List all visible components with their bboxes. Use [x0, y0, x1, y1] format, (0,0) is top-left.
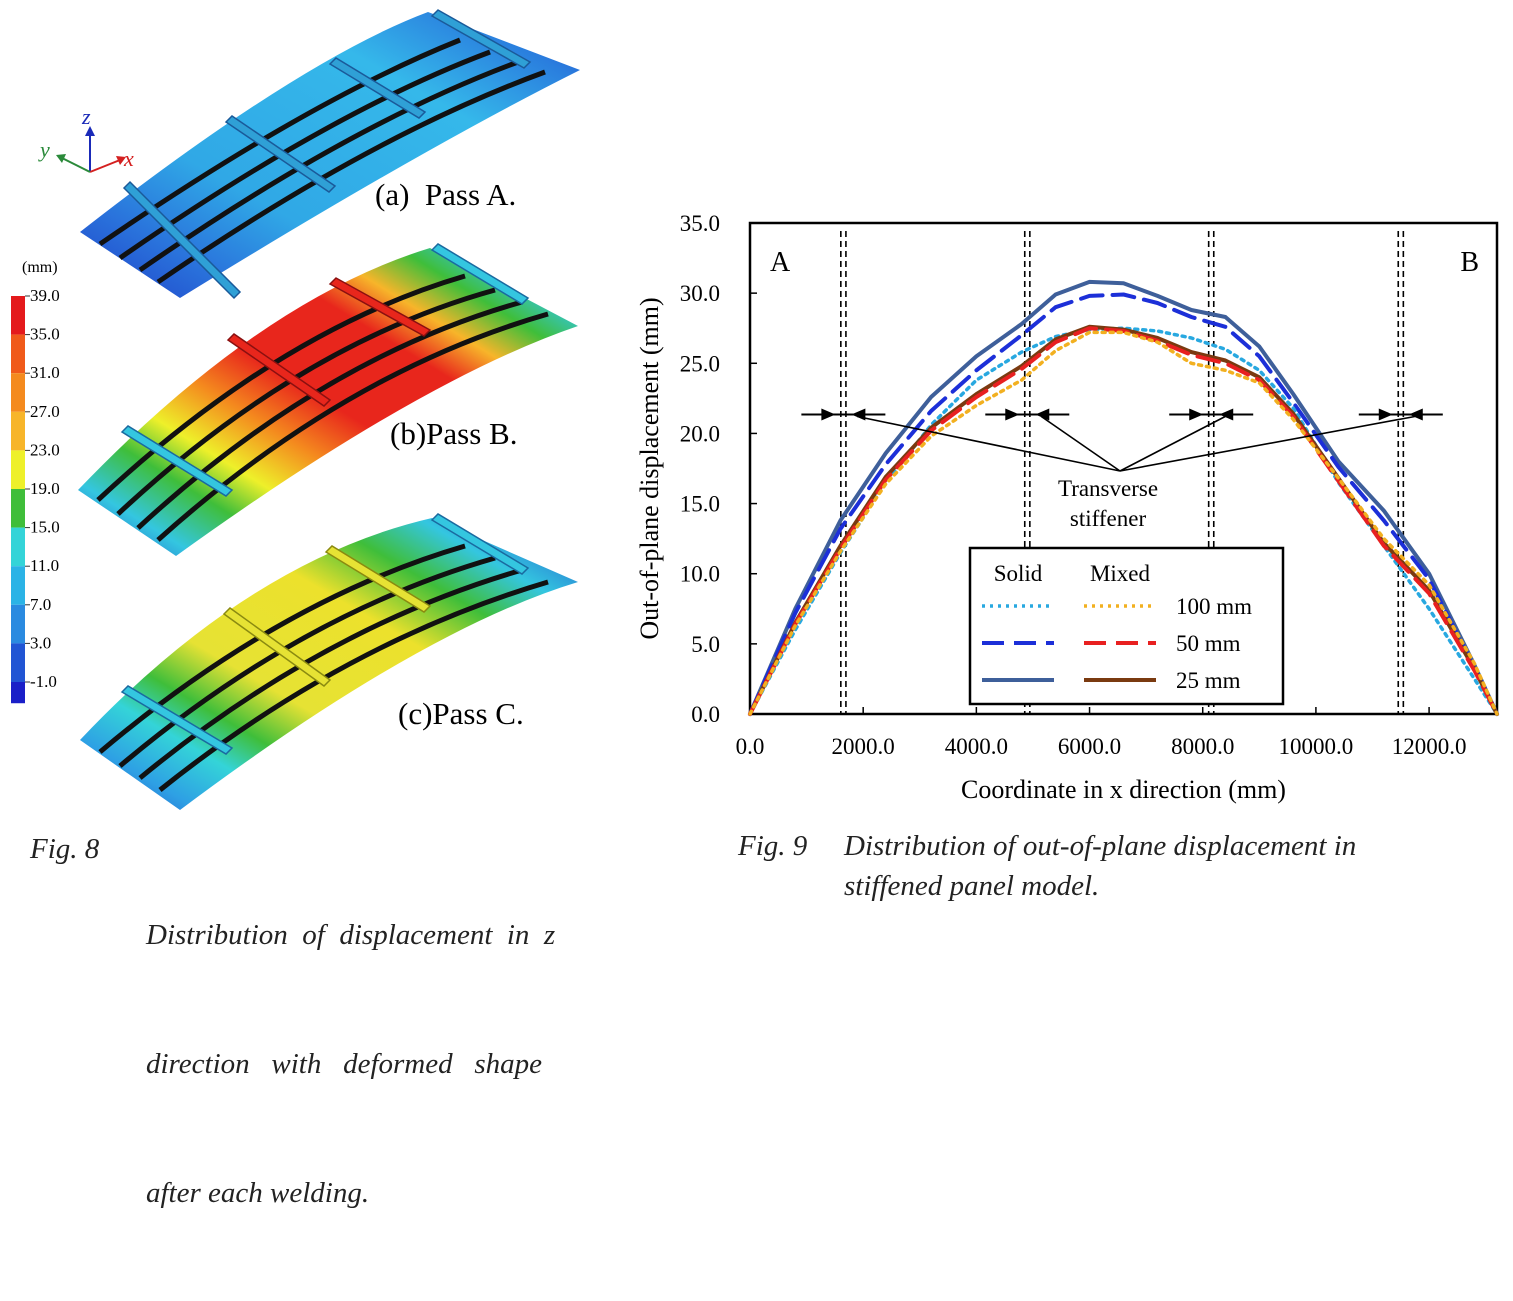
y-tick-label: 0.0 [691, 702, 720, 727]
panel-a-transverse-stiffeners [122, 9, 532, 300]
colorbar-tick-label: 31.0 [30, 363, 60, 382]
colorbar-block [11, 296, 25, 335]
x-tick-label: 4000.0 [945, 734, 1008, 759]
colorbar-tick-label: 39.0 [30, 286, 60, 305]
colorbar-tick-label: 27.0 [30, 402, 60, 421]
series-line [748, 330, 1499, 716]
series-line [748, 279, 1499, 716]
axis-z-label: z [81, 104, 91, 129]
y-tick-label: 5.0 [691, 632, 720, 657]
legend-header-solid: Solid [994, 561, 1043, 586]
colorbar-tick-label: 35.0 [30, 325, 60, 344]
x-axis-label: Coordinate in x direction (mm) [961, 775, 1286, 804]
colorbar-block [11, 566, 25, 605]
annotation-leader [1119, 415, 1226, 472]
panel-c-transverse-stiffeners [120, 513, 530, 755]
stiffener-arrow-head [1219, 408, 1234, 421]
colorbar-block [11, 373, 25, 412]
stiffener-arrow-head [1378, 408, 1393, 421]
fig8-caption-line: after each welding. [146, 1177, 370, 1209]
colorbar-block [11, 450, 25, 489]
colorbar-tick-label: 3.0 [30, 633, 51, 652]
y-tick-label: 35.0 [680, 211, 720, 236]
fig9-caption-line: Distribution of out-of-plane displacemen… [844, 830, 1357, 862]
fig8-caption-number: Fig. 8 [30, 833, 100, 865]
fig9-caption: Fig. 9 Distribution of out-of-plane disp… [738, 826, 1498, 916]
panel-a: (a) Pass A. [80, 9, 580, 300]
annotation-text: stiffener [1070, 506, 1147, 531]
stiffener-arrow-head [851, 408, 866, 421]
corner-label-a: A [770, 247, 791, 278]
annotation-text: Transverse [1058, 476, 1158, 501]
fig8-figure: (a) Pass A. z x y (mm) 39.0 35.0 31.0 27.0 2… [11, 9, 580, 810]
fig9-caption-number: Fig. 9 [738, 830, 808, 862]
fig9-caption-line: stiffened panel model. [844, 870, 1100, 902]
stiffener-arrow-head [821, 408, 836, 421]
y-tick-label: 25.0 [680, 351, 720, 376]
fig8-caption: Fig. 8 Distribution of displacement in z… [30, 828, 620, 1209]
corner-label-b: B [1460, 247, 1479, 278]
colorbar-tick-label: 15.0 [30, 518, 60, 537]
panel-b-longitudinal-stiffeners [96, 273, 549, 542]
x-tick-label: 12000.0 [1392, 734, 1467, 759]
stiffener-arrow-head [1005, 408, 1020, 421]
annotation-leader [1119, 415, 1415, 472]
panel-c-label: (c)Pass C. [398, 696, 524, 731]
stiffener-arrow-head [1408, 408, 1423, 421]
legend-row-label: 100 mm [1176, 594, 1252, 619]
legend-row-label: 25 mm [1176, 668, 1241, 693]
fig9-chart: 0.0 5.0 10.0 15.0 20.0 25.0 30.0 35.0 0.0 2000.0 4… [635, 211, 1499, 804]
colorbar-block [11, 411, 25, 451]
fig8-caption-line: direction with deformed shape [146, 1048, 543, 1080]
y-tick-label: 15.0 [680, 492, 720, 517]
series-line [748, 326, 1499, 716]
annotation-leader [1040, 415, 1121, 472]
colorbar-tick-label: 11.0 [30, 556, 59, 575]
plot-frame [748, 221, 1499, 716]
axis-x-label: x [123, 146, 134, 171]
panel-b-transverse-stiffeners [120, 243, 530, 497]
colorbar-block [11, 604, 25, 644]
y-tick-label: 20.0 [680, 421, 720, 446]
legend-header-mixed: Mixed [1090, 561, 1151, 586]
legend-row-label: 50 mm [1176, 631, 1241, 656]
series-line [748, 292, 1499, 716]
panel-b: (b)Pass B. [78, 243, 578, 556]
colorbar-tick-label: 23.0 [30, 440, 60, 459]
axis-y-label: y [38, 137, 50, 162]
y-tick-label: 30.0 [680, 281, 720, 306]
colorbar-block [11, 643, 25, 682]
stiffener-arrow-head [1189, 408, 1204, 421]
x-tick-label: 10000.0 [1279, 734, 1354, 759]
colorbar-tick-label: 19.0 [30, 479, 60, 498]
colorbar-block [11, 334, 25, 374]
panel-c: (c)Pass C. [80, 513, 578, 810]
colorbar-tick-label: 7.0 [30, 595, 51, 614]
colorbar: (mm) 39.0 35.0 31.0 27.0 23.0 19.0 15.0 11.0 7.0… [11, 259, 60, 704]
panel-b-label: (b)Pass B. [390, 416, 517, 451]
fig8-caption-line: Distribution of displacement in z [146, 919, 556, 951]
colorbar-block [11, 527, 25, 567]
colorbar-unit: (mm) [22, 259, 58, 276]
x-tick-label: 6000.0 [1058, 734, 1121, 759]
colorbar-block [11, 682, 25, 704]
colorbar-tick-label: -1.0 [30, 672, 57, 691]
panel-c-longitudinal-stiffeners [98, 543, 549, 792]
x-tick-label: 8000.0 [1171, 734, 1234, 759]
stiffener-arrow-head [1035, 408, 1050, 421]
x-tick-label: 2000.0 [832, 734, 895, 759]
annotation-leader [857, 415, 1121, 472]
y-axis-label: Out-of-plane displacement (mm) [635, 297, 664, 639]
axis-triad: z x y [38, 104, 134, 173]
panel-a-label: (a) Pass A. [375, 177, 516, 212]
colorbar-block [11, 489, 25, 528]
y-tick-label: 10.0 [680, 562, 720, 587]
x-tick-label: 0.0 [736, 734, 765, 759]
